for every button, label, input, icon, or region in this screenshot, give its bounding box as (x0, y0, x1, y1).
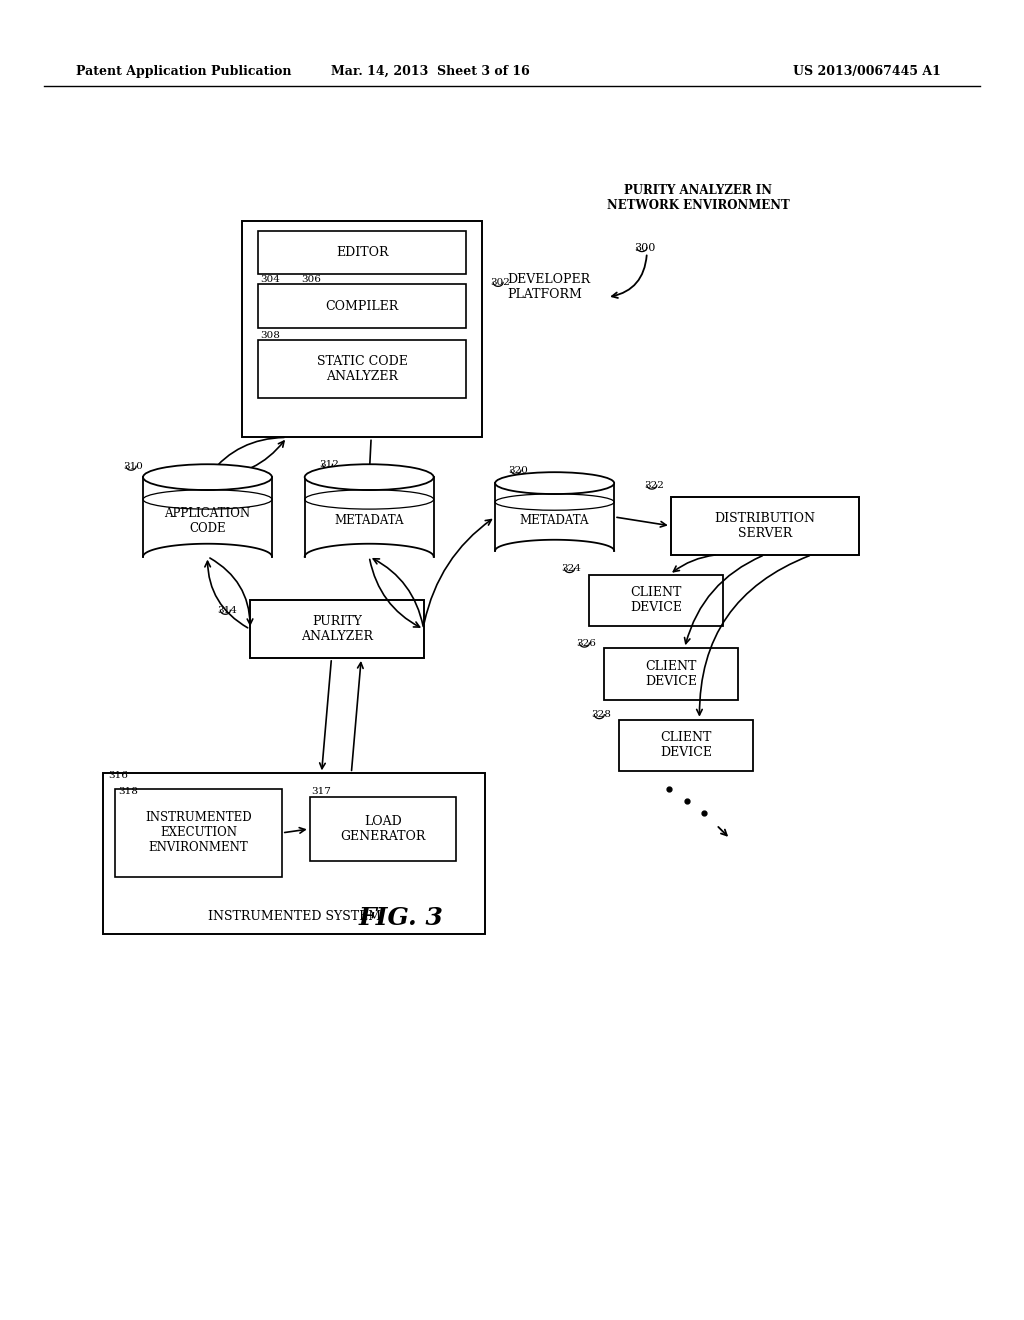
Text: US 2013/0067445 A1: US 2013/0067445 A1 (794, 65, 941, 78)
Text: INSTRUMENTED
EXECUTION
ENVIRONMENT: INSTRUMENTED EXECUTION ENVIRONMENT (145, 812, 252, 854)
Text: 302: 302 (490, 279, 510, 286)
Text: 304: 304 (260, 275, 280, 284)
Text: DEVELOPER
PLATFORM: DEVELOPER PLATFORM (507, 273, 590, 301)
Text: DISTRIBUTION
SERVER: DISTRIBUTION SERVER (715, 512, 815, 540)
Text: PURITY
ANALYZER: PURITY ANALYZER (301, 615, 373, 643)
Text: 308: 308 (260, 330, 280, 339)
Text: 322: 322 (644, 480, 664, 490)
Text: 316: 316 (109, 771, 128, 780)
Text: CLIENT
DEVICE: CLIENT DEVICE (660, 731, 712, 759)
Ellipse shape (143, 465, 272, 490)
Bar (258, 231, 466, 275)
Ellipse shape (496, 473, 614, 494)
Bar (671, 498, 859, 554)
Text: INSTRUMENTED SYSTEM: INSTRUMENTED SYSTEM (208, 909, 381, 923)
Bar (258, 284, 466, 329)
Text: APPLICATION
CODE: APPLICATION CODE (165, 507, 251, 535)
Text: COMPILER: COMPILER (326, 300, 399, 313)
Text: 306: 306 (302, 275, 322, 284)
Bar (243, 220, 482, 437)
Bar (620, 719, 753, 771)
Text: 312: 312 (319, 459, 339, 469)
Text: 320: 320 (508, 466, 528, 475)
Bar (309, 797, 457, 861)
Text: 300: 300 (634, 243, 655, 252)
Text: METADATA: METADATA (520, 513, 590, 527)
Bar (305, 477, 433, 557)
Text: CLIENT
DEVICE: CLIENT DEVICE (631, 586, 682, 614)
Text: 317: 317 (311, 787, 332, 796)
Bar (143, 477, 272, 557)
Text: FIG. 3: FIG. 3 (358, 907, 443, 931)
Bar (604, 648, 738, 700)
Text: LOAD
GENERATOR: LOAD GENERATOR (340, 814, 426, 843)
Ellipse shape (305, 465, 433, 490)
Ellipse shape (496, 473, 614, 494)
Ellipse shape (143, 465, 272, 490)
Text: CLIENT
DEVICE: CLIENT DEVICE (645, 660, 697, 688)
Text: 326: 326 (577, 639, 596, 648)
Text: 324: 324 (561, 564, 582, 573)
Text: Mar. 14, 2013  Sheet 3 of 16: Mar. 14, 2013 Sheet 3 of 16 (332, 65, 530, 78)
Ellipse shape (305, 465, 433, 490)
Text: 310: 310 (123, 462, 143, 471)
Bar (250, 601, 424, 657)
Text: METADATA: METADATA (335, 515, 403, 528)
Bar (590, 574, 723, 626)
Text: Patent Application Publication: Patent Application Publication (76, 65, 291, 78)
Text: 314: 314 (217, 606, 238, 615)
Text: 328: 328 (591, 710, 611, 719)
Text: STATIC CODE
ANALYZER: STATIC CODE ANALYZER (316, 355, 408, 383)
Bar (258, 341, 466, 397)
Text: 318: 318 (118, 787, 138, 796)
Text: EDITOR: EDITOR (336, 246, 388, 259)
Bar (496, 483, 614, 550)
Bar (116, 789, 282, 876)
Text: PURITY ANALYZER IN
NETWORK ENVIRONMENT: PURITY ANALYZER IN NETWORK ENVIRONMENT (607, 183, 790, 213)
Bar (103, 774, 485, 935)
